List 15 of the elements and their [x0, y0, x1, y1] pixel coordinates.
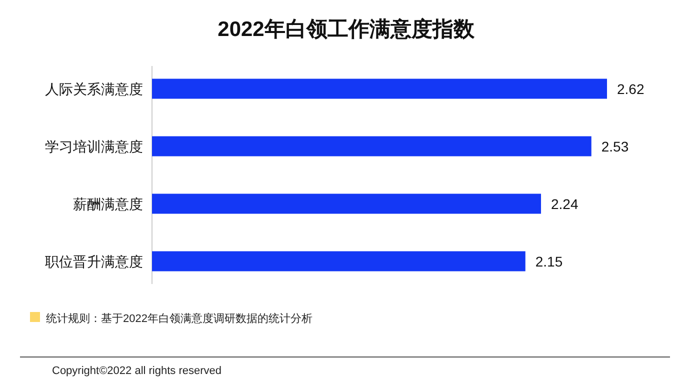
bar	[152, 251, 526, 272]
y-tick-label: 人际关系满意度	[45, 80, 143, 97]
y-tick-label: 学习培训满意度	[45, 138, 143, 154]
text: Copyright©2022 all rights reserved	[52, 365, 222, 377]
data-label: 2.53	[601, 138, 629, 154]
y-tick-label: 职位晋升满意度	[45, 253, 143, 270]
chart-title: 2022年白领工作满意度指数	[218, 17, 476, 41]
data-label: 2.62	[617, 80, 644, 97]
text: 统计规则：基于2022年白领满意度调研数据的统计分析	[46, 312, 312, 325]
bar	[152, 194, 542, 214]
bar	[152, 136, 592, 156]
data-label: 2.15	[535, 253, 563, 270]
data-label: 2.24	[551, 196, 578, 212]
y-tick-label: 薪酬满意度	[73, 196, 143, 212]
bar	[152, 78, 607, 99]
